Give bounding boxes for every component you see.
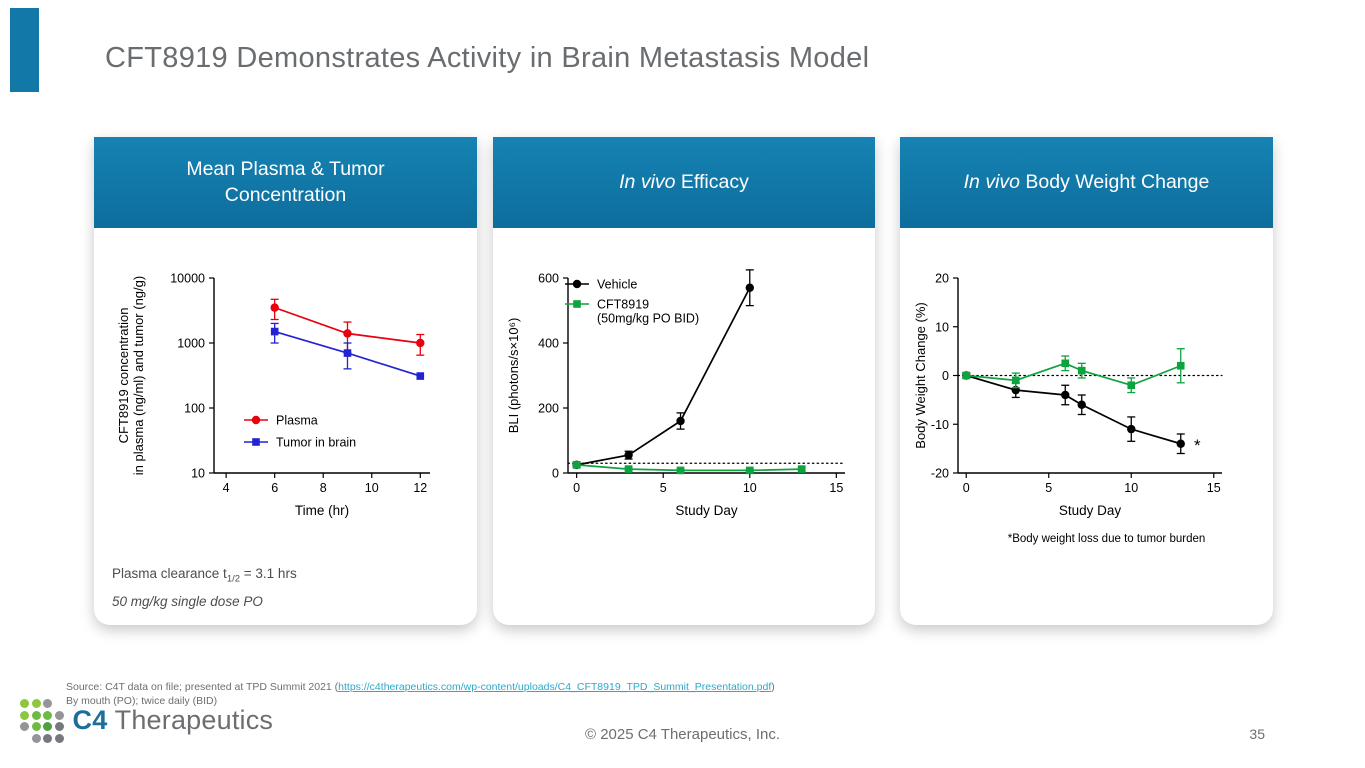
svg-text:4: 4	[223, 481, 230, 495]
svg-text:Plasma: Plasma	[276, 414, 318, 428]
source-link[interactable]: https://c4therapeutics.com/wp-content/up…	[338, 681, 772, 693]
svg-text:-10: -10	[931, 418, 949, 432]
card-header-body-weight: In vivo Body Weight Change	[900, 137, 1273, 228]
card-body-efficacy: 0 5 10 15 0 200 400 600 Study Day BLI (photons/s×…	[493, 228, 875, 625]
svg-text:15: 15	[1207, 481, 1221, 495]
body-weight-change-chart: 0 5 10 15 -20 -10 0 10 20 Study Day Body Weight Ch…	[913, 272, 1223, 518]
card-body-weight-change: In vivo Body Weight Change 0 5 10 15 -20 -10 0…	[900, 137, 1273, 625]
svg-text:8: 8	[320, 481, 327, 495]
plasma-tumor-concentration-chart: 4 6 8 10 12 10 100 1000 10000 Time (hr) CFT8919 co…	[116, 272, 430, 518]
svg-text:0: 0	[552, 467, 559, 481]
svg-text:Vehicle: Vehicle	[597, 278, 637, 292]
svg-text:Study Day: Study Day	[675, 503, 738, 518]
page-number: 35	[1249, 726, 1265, 742]
card-title: In vivo Efficacy	[619, 170, 749, 193]
card-title: In vivo Body Weight Change	[963, 170, 1210, 193]
c4-logo-dots-icon	[20, 699, 64, 743]
svg-text:0: 0	[573, 481, 580, 495]
card-title-line: Mean Plasma & Tumor	[186, 157, 385, 180]
svg-text:600: 600	[538, 272, 559, 286]
svg-text:400: 400	[538, 337, 559, 351]
svg-text:in plasma (ng/ml) and tumor (n: in plasma (ng/ml) and tumor (ng/g)	[131, 276, 146, 475]
concentration-notes: Plasma clearance t1/2 = 3.1 hrs 50 mg/kg…	[94, 566, 477, 625]
svg-text:Tumor in brain: Tumor in brain	[276, 436, 356, 450]
card-header-concentration: Mean Plasma & Tumor Concentration	[94, 137, 477, 228]
svg-text:5: 5	[660, 481, 667, 495]
card-plasma-tumor-concentration: Mean Plasma & Tumor Concentration 4 6 8 10 1…	[94, 137, 477, 625]
svg-text:CFT8919: CFT8919	[597, 298, 649, 312]
svg-text:1000: 1000	[177, 337, 205, 351]
svg-text:20: 20	[935, 272, 949, 286]
svg-text:10: 10	[365, 481, 379, 495]
svg-text:(50mg/kg PO BID): (50mg/kg PO BID)	[597, 312, 699, 326]
c4-logo-wordmark: C4 Therapeutics	[72, 705, 274, 736]
svg-text:10000: 10000	[170, 272, 205, 286]
card-header-efficacy: In vivo Efficacy	[493, 137, 875, 228]
svg-text:-20: -20	[931, 467, 949, 481]
body-weight-footnote: *Body weight loss due to tumor burden	[1007, 533, 1206, 545]
svg-text:100: 100	[184, 402, 205, 416]
svg-text:Time (hr): Time (hr)	[295, 503, 349, 518]
dose-note: 50 mg/kg single dose PO	[112, 594, 263, 609]
svg-text:10: 10	[935, 320, 949, 334]
source-line: Source: C4T data on file; presented at T…	[66, 681, 775, 693]
svg-text:*: *	[1194, 436, 1201, 455]
copyright-text: © 2025 C4 Therapeutics, Inc.	[584, 726, 781, 743]
svg-text:0: 0	[963, 481, 970, 495]
svg-text:10: 10	[1124, 481, 1138, 495]
definitions-line: By mouth (PO); twice daily (BID)	[66, 694, 218, 707]
svg-text:10: 10	[743, 481, 757, 495]
in-vivo-efficacy-chart: 0 5 10 15 0 200 400 600 Study Day BLI (photons/s×…	[506, 269, 846, 518]
card-title-line: Concentration	[224, 183, 347, 206]
svg-text:5: 5	[1045, 481, 1052, 495]
svg-text:10: 10	[191, 467, 205, 481]
svg-text:6: 6	[271, 481, 278, 495]
plasma-clearance-note: Plasma clearance t1/2 = 3.1 hrs	[112, 566, 297, 585]
svg-text:200: 200	[538, 402, 559, 416]
svg-text:15: 15	[829, 481, 843, 495]
svg-text:12: 12	[413, 481, 427, 495]
svg-text:Body Weight Change (%): Body Weight Change (%)	[913, 302, 928, 448]
card-body-concentration: 4 6 8 10 12 10 100 1000 10000 Time (hr) CFT8919 co…	[94, 228, 477, 625]
source-note: Source: C4T data on file; presented at T…	[66, 681, 775, 708]
svg-text:0: 0	[942, 369, 949, 383]
svg-text:BLI (photons/s×10⁶): BLI (photons/s×10⁶)	[506, 318, 521, 434]
card-body-weight: 0 5 10 15 -20 -10 0 10 20 Study Day Body Weight Ch…	[900, 228, 1273, 625]
c4-therapeutics-logo: C4 Therapeutics	[20, 699, 273, 743]
svg-text:Study Day: Study Day	[1059, 503, 1122, 518]
card-in-vivo-efficacy: In vivo Efficacy 0 5 10 15 0 200 400 600 Study D…	[493, 137, 875, 625]
cards-row: Mean Plasma & Tumor Concentration 4 6 8 10 1…	[94, 137, 1273, 625]
page-title: CFT8919 Demonstrates Activity in Brain M…	[105, 42, 870, 74]
svg-text:CFT8919 concentration: CFT8919 concentration	[116, 308, 131, 444]
corner-accent-bar	[10, 8, 39, 92]
